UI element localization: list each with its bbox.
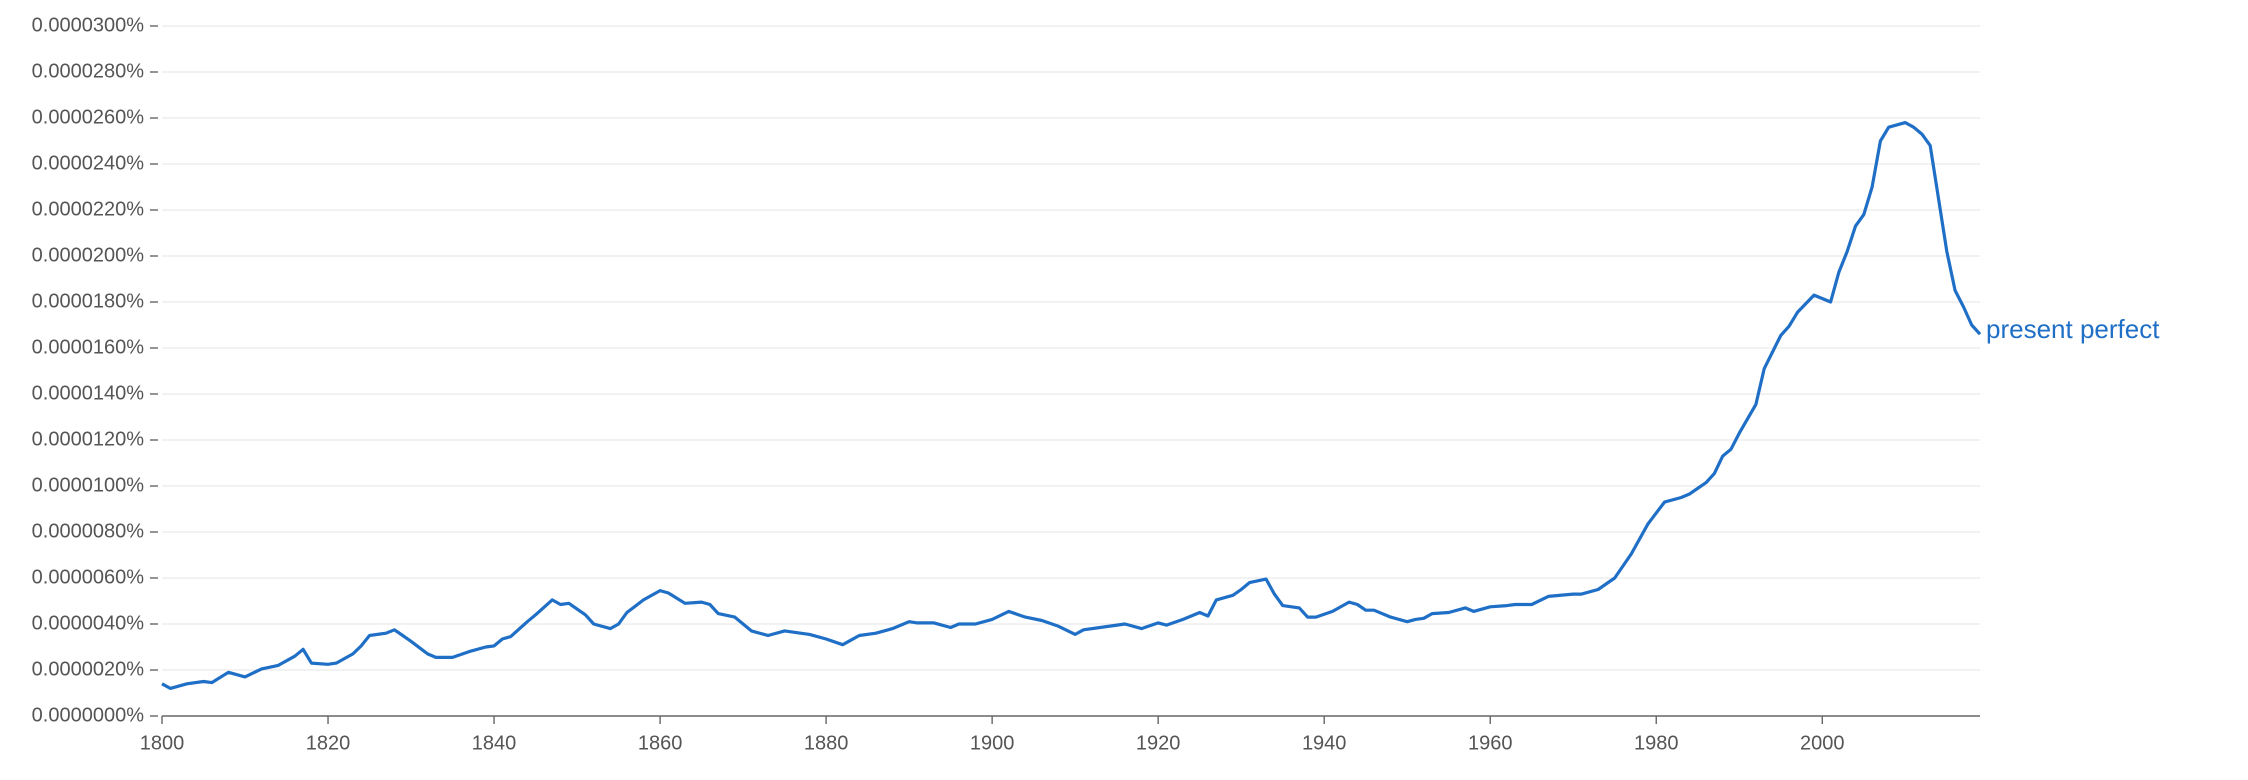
x-tick-label: 1840 <box>472 732 517 754</box>
x-tick-label: 1920 <box>1136 732 1181 754</box>
y-tick-label: 0.0000160% <box>32 336 145 358</box>
y-tick-label: 0.0000040% <box>32 612 145 634</box>
y-tick-label: 0.0000020% <box>32 658 145 680</box>
x-tick-label: 2000 <box>1800 732 1845 754</box>
y-tick-label: 0.0000240% <box>32 152 145 174</box>
x-tick-label: 1800 <box>140 732 185 754</box>
y-tick-label: 0.0000220% <box>32 198 145 220</box>
x-tick-label: 1960 <box>1468 732 1513 754</box>
y-tick-label: 0.0000180% <box>32 290 145 312</box>
y-tick-label: 0.0000120% <box>32 428 145 450</box>
series-label: present perfect <box>1986 314 2160 344</box>
y-tick-label: 0.0000300% <box>32 14 145 36</box>
y-tick-label: 0.0000100% <box>32 474 145 496</box>
y-tick-label: 0.0000060% <box>32 566 145 588</box>
x-tick-label: 1860 <box>638 732 683 754</box>
x-tick-label: 1900 <box>970 732 1015 754</box>
y-tick-label: 0.0000200% <box>32 244 145 266</box>
data-line <box>161 121 1982 690</box>
x-tick-label: 1880 <box>804 732 849 754</box>
y-tick-label: 0.0000260% <box>32 106 145 128</box>
y-tick-label: 0.0000140% <box>32 382 145 404</box>
y-tick-label: 0.0000000% <box>32 704 145 726</box>
y-tick-label: 0.0000080% <box>32 520 145 542</box>
x-tick-label: 1820 <box>306 732 351 754</box>
y-tick-label: 0.0000280% <box>32 60 145 82</box>
x-tick-label: 1940 <box>1302 732 1347 754</box>
x-tick-label: 1980 <box>1634 732 1679 754</box>
